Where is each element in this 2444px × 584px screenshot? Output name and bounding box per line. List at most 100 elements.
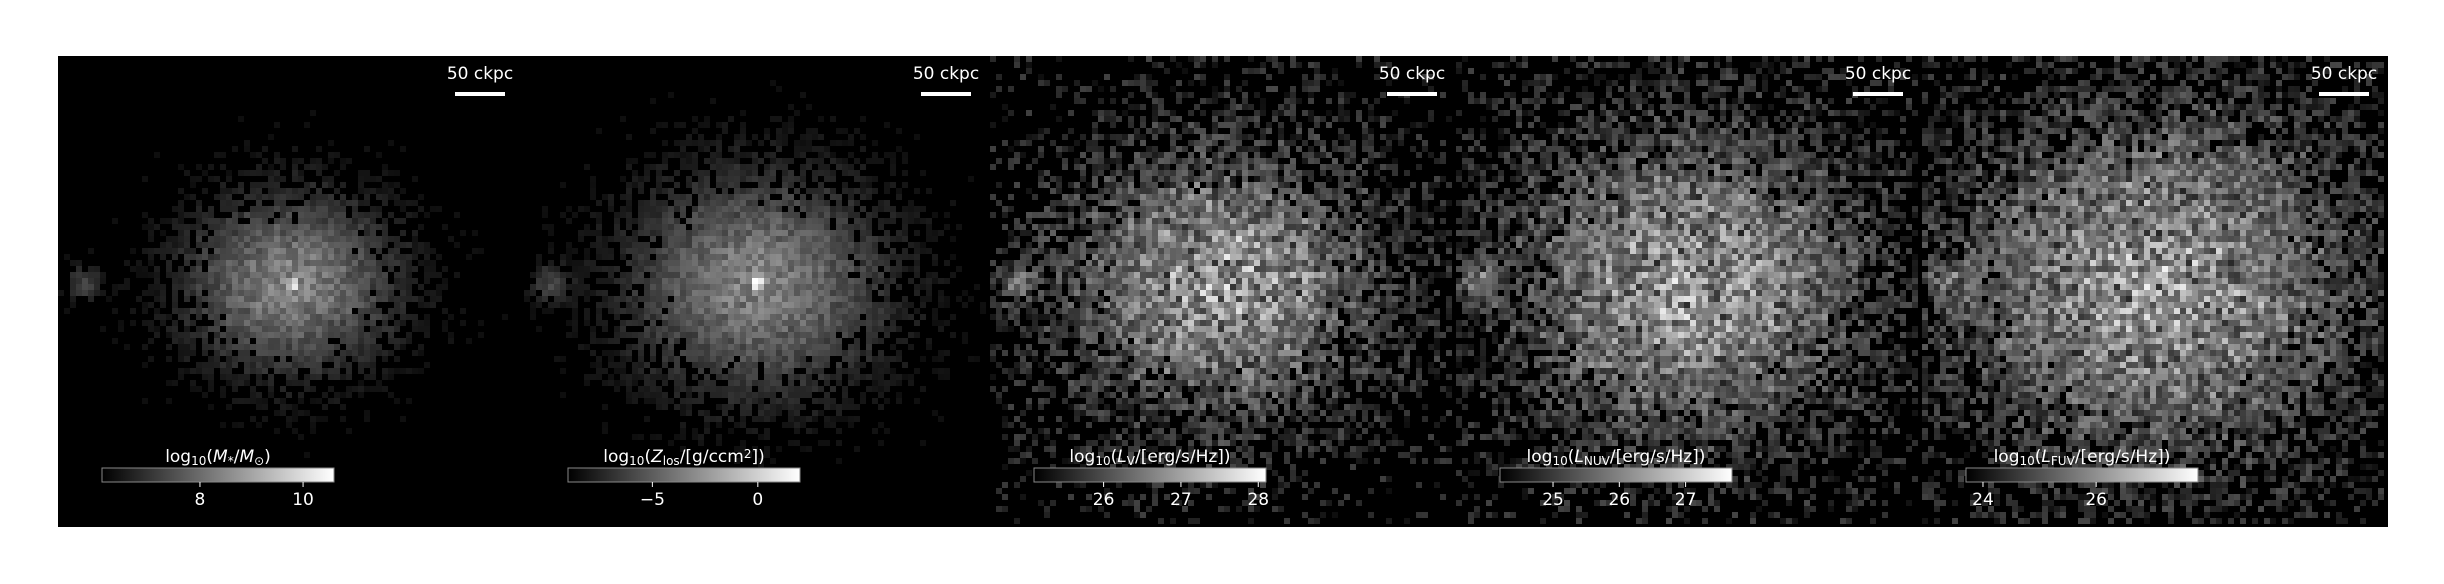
pixel (758, 248, 764, 254)
pixel (890, 248, 896, 254)
pixel (1362, 158, 1368, 164)
pixel (692, 362, 698, 368)
pixel (1038, 170, 1044, 176)
pixel (286, 230, 292, 236)
pixel (788, 344, 794, 350)
pixel (704, 386, 710, 392)
pixel (740, 446, 746, 452)
pixel (1368, 242, 1374, 248)
pixel (860, 350, 866, 356)
pixel (1248, 182, 1254, 188)
pixel (292, 296, 298, 302)
pixel (382, 194, 388, 200)
pixel (460, 230, 466, 236)
pixel (830, 302, 836, 308)
pixel (214, 320, 220, 326)
pixel (530, 272, 536, 278)
pixel (1128, 140, 1134, 146)
pixel (788, 182, 794, 188)
pixel (944, 374, 950, 380)
pixel (274, 428, 280, 434)
pixel (806, 290, 812, 296)
pixel (1290, 248, 1296, 254)
pixel (274, 278, 280, 284)
pixel (1392, 110, 1398, 116)
pixel (1062, 146, 1068, 152)
pixel (866, 212, 872, 218)
pixel (1374, 224, 1380, 230)
pixel (268, 206, 274, 212)
pixel (1110, 146, 1116, 152)
pixel (746, 380, 752, 386)
pixel (1194, 218, 1200, 224)
pixel (674, 194, 680, 200)
pixel (1032, 248, 1038, 254)
pixel (184, 326, 190, 332)
pixel (1170, 158, 1176, 164)
pixel (202, 230, 208, 236)
pixel (1320, 146, 1326, 152)
pixel (554, 290, 560, 296)
pixel (704, 272, 710, 278)
pixel (896, 272, 902, 278)
pixel (872, 386, 878, 392)
pixel (632, 380, 638, 386)
pixel (238, 278, 244, 284)
pixel (608, 374, 614, 380)
pixel (812, 128, 818, 134)
pixel (1236, 218, 1242, 224)
pixel (668, 266, 674, 272)
pixel (142, 302, 148, 308)
pixel (256, 320, 262, 326)
pixel (1104, 212, 1110, 218)
pixel (902, 152, 908, 158)
pixel (226, 194, 232, 200)
pixel (752, 212, 758, 218)
pixel (1122, 230, 1128, 236)
pixel (692, 428, 698, 434)
pixel (872, 206, 878, 212)
pixel (274, 122, 280, 128)
pixel (1146, 236, 1152, 242)
pixel (364, 260, 370, 266)
pixel (1170, 170, 1176, 176)
pixel (680, 290, 686, 296)
pixel (1026, 164, 1032, 170)
pixel (286, 194, 292, 200)
pixel (250, 272, 256, 278)
pixel (728, 416, 734, 422)
pixel (842, 404, 848, 410)
pixel (1146, 170, 1152, 176)
pixel (1290, 62, 1296, 68)
pixel (578, 230, 584, 236)
pixel (884, 182, 890, 188)
pixel (1128, 92, 1134, 98)
pixel (1218, 218, 1224, 224)
pixel (1188, 206, 1194, 212)
pixel (286, 302, 292, 308)
pixel (584, 374, 590, 380)
pixel (788, 284, 794, 290)
pixel (88, 290, 94, 296)
pixel (752, 158, 758, 164)
pixel (214, 344, 220, 350)
pixel (890, 272, 896, 278)
pixel (1092, 254, 1098, 260)
pixel (1044, 248, 1050, 254)
pixel (1140, 242, 1146, 248)
pixel (1134, 236, 1140, 242)
pixel (304, 164, 310, 170)
pixel (740, 200, 746, 206)
pixel (854, 218, 860, 224)
pixel (1308, 194, 1314, 200)
pixel (226, 380, 232, 386)
pixel (782, 284, 788, 290)
pixel (184, 284, 190, 290)
pixel (644, 374, 650, 380)
pixel (812, 218, 818, 224)
pixel (262, 380, 268, 386)
pixel (698, 434, 704, 440)
pixel (698, 224, 704, 230)
pixel (1110, 110, 1116, 116)
